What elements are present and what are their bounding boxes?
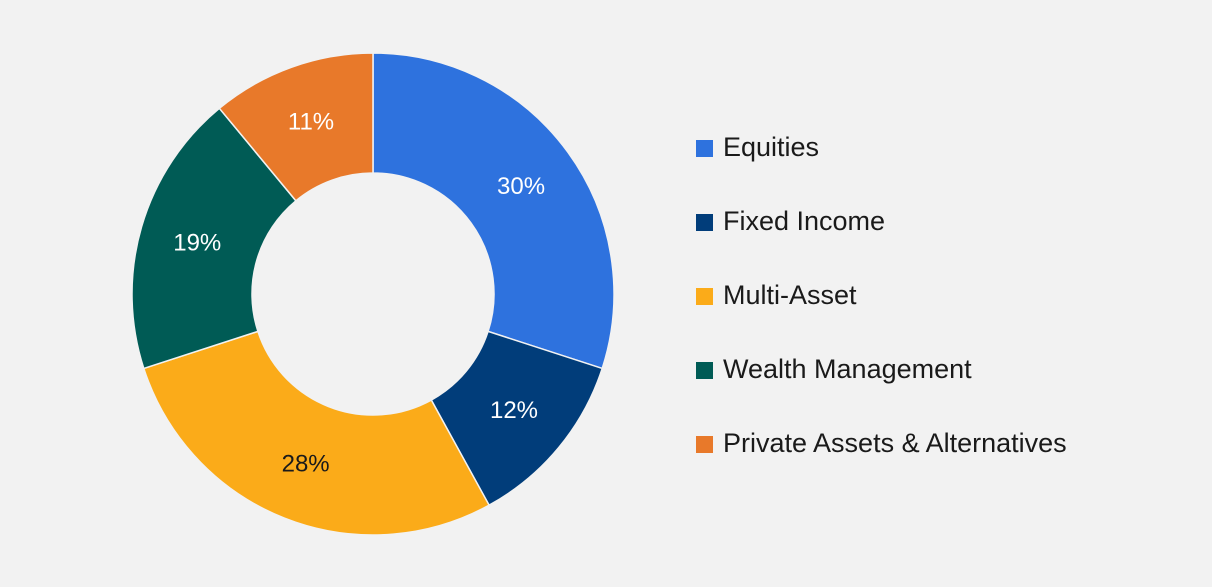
- donut-slices: [131, 52, 615, 536]
- legend-item-fixed-income[interactable]: Fixed Income: [696, 202, 1196, 276]
- legend-swatch-equities: [696, 140, 713, 157]
- slice-label-equities: 30%: [497, 173, 545, 200]
- legend-label-fixed-income: Fixed Income: [723, 206, 886, 236]
- donut-chart: 30% 12% 28% 19% 11%: [131, 52, 615, 536]
- slice-equities[interactable]: [372, 52, 615, 370]
- legend-swatch-wealth-management: [696, 362, 713, 379]
- legend-label-equities: Equities: [723, 132, 820, 162]
- legend-label-private-assets: Private Assets & Alternatives: [723, 428, 1067, 458]
- legend-item-private-assets[interactable]: Private Assets & Alternatives: [696, 424, 1196, 498]
- legend-item-multi-asset[interactable]: Multi-Asset: [696, 276, 1196, 350]
- legend: Equities Fixed Income Multi-Asset Wealth…: [696, 128, 1196, 498]
- legend-swatch-private-assets: [696, 436, 713, 453]
- slice-label-private-assets-and-alternatives: 11%: [288, 108, 334, 135]
- donut-slice-labels: 30% 12% 28% 19% 11%: [173, 108, 545, 477]
- legend-item-wealth-management[interactable]: Wealth Management: [696, 350, 1196, 424]
- legend-swatch-fixed-income: [696, 214, 713, 231]
- slice-wealth-management[interactable]: [131, 107, 297, 370]
- slice-private-assets-and-alternatives[interactable]: [218, 52, 374, 202]
- slice-label-fixed-income: 12%: [490, 397, 538, 424]
- legend-item-equities[interactable]: Equities: [696, 128, 1196, 202]
- slice-fixed-income[interactable]: [430, 330, 604, 507]
- slice-label-multi-asset: 28%: [282, 451, 330, 478]
- legend-label-multi-asset: Multi-Asset: [723, 280, 857, 310]
- slice-label-wealth-management: 19%: [173, 229, 221, 256]
- legend-swatch-multi-asset: [696, 288, 713, 305]
- legend-label-wealth-management: Wealth Management: [723, 354, 972, 384]
- slice-multi-asset[interactable]: [142, 330, 491, 536]
